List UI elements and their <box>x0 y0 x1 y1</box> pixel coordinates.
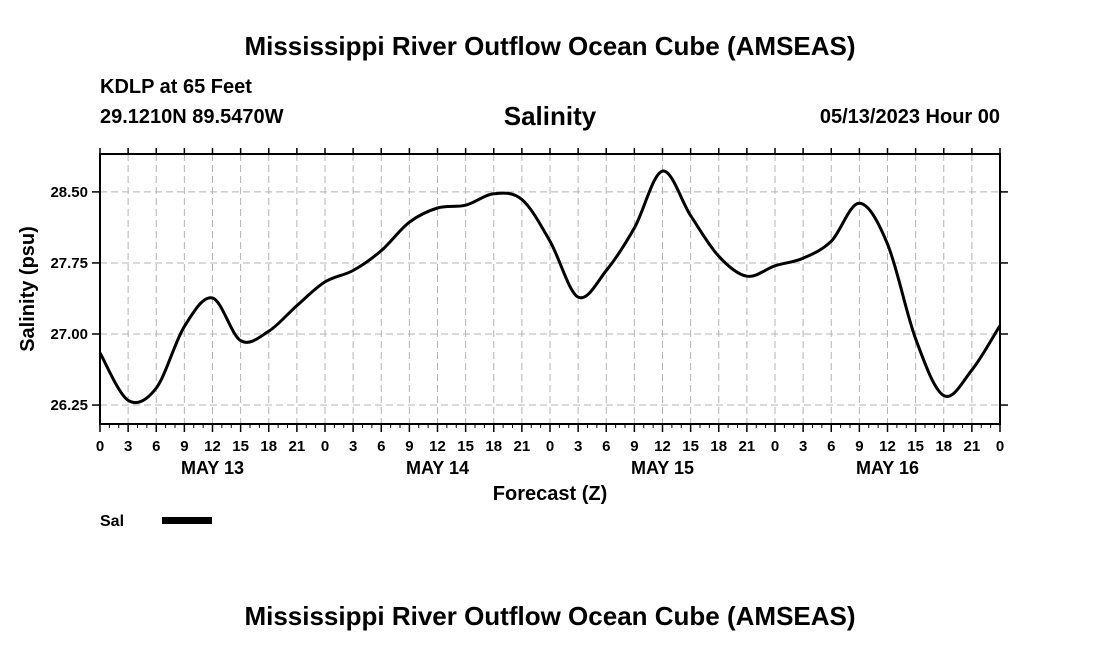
x-tick-label: 6 <box>602 438 610 455</box>
chart-title: Mississippi River Outflow Ocean Cube (AM… <box>244 31 856 61</box>
x-tick-label: 18 <box>485 438 502 455</box>
x-tick-label: 0 <box>996 438 1004 455</box>
y-axis-label: Salinity (psu) <box>17 226 39 352</box>
y-tick-label: 28.50 <box>50 184 88 201</box>
x-axis-label: Forecast (Z) <box>493 483 607 505</box>
series-line-sal <box>98 169 1002 405</box>
x-tick-label: 12 <box>204 438 221 455</box>
x-tick-label: 12 <box>429 438 446 455</box>
x-tick-label: 0 <box>771 438 779 455</box>
forecast-datetime: 05/13/2023 Hour 00 <box>819 106 1000 128</box>
x-tick-label: 3 <box>124 438 132 455</box>
x-tick-label: 18 <box>710 438 727 455</box>
x-day-label: MAY 14 <box>406 458 469 478</box>
x-tick-label: 12 <box>879 438 896 455</box>
x-tick-label: 9 <box>180 438 188 455</box>
x-tick-label: 0 <box>546 438 554 455</box>
x-tick-label: 21 <box>964 438 981 455</box>
x-tick-label: 9 <box>630 438 638 455</box>
station-label: KDLP at 65 Feet <box>100 76 252 98</box>
x-day-label: MAY 13 <box>181 458 244 478</box>
y-tick-label: 27.00 <box>50 326 88 343</box>
footer-title: Mississippi River Outflow Ocean Cube (AM… <box>244 601 856 631</box>
station-coordinates: 29.1210N 89.5470W <box>100 106 284 128</box>
x-tick-label: 9 <box>405 438 413 455</box>
x-tick-label: 3 <box>349 438 357 455</box>
x-tick-label: 21 <box>289 438 306 455</box>
x-tick-label: 21 <box>739 438 756 455</box>
x-tick-label: 15 <box>232 438 249 455</box>
x-tick-label: 15 <box>682 438 699 455</box>
x-day-label: MAY 15 <box>631 458 694 478</box>
x-tick-label: 6 <box>152 438 160 455</box>
x-tick-label: 12 <box>654 438 671 455</box>
x-tick-label: 3 <box>574 438 582 455</box>
x-tick-label: 21 <box>514 438 531 455</box>
x-tick-label: 18 <box>935 438 952 455</box>
x-tick-label: 0 <box>321 438 329 455</box>
x-tick-label: 15 <box>907 438 924 455</box>
y-tick-label: 26.25 <box>50 397 88 414</box>
y-tick-label: 27.75 <box>50 255 88 272</box>
legend-swatch <box>162 517 212 524</box>
x-tick-label: 18 <box>260 438 277 455</box>
parameter-title: Salinity <box>503 101 597 131</box>
x-tick-label: 15 <box>457 438 474 455</box>
x-tick-label: 9 <box>855 438 863 455</box>
x-tick-label: 0 <box>96 438 104 455</box>
x-tick-label: 6 <box>827 438 835 455</box>
x-tick-label: 3 <box>799 438 807 455</box>
legend-label: Sal <box>100 513 124 530</box>
x-tick-label: 6 <box>377 438 385 455</box>
x-day-label: MAY 16 <box>856 458 919 478</box>
